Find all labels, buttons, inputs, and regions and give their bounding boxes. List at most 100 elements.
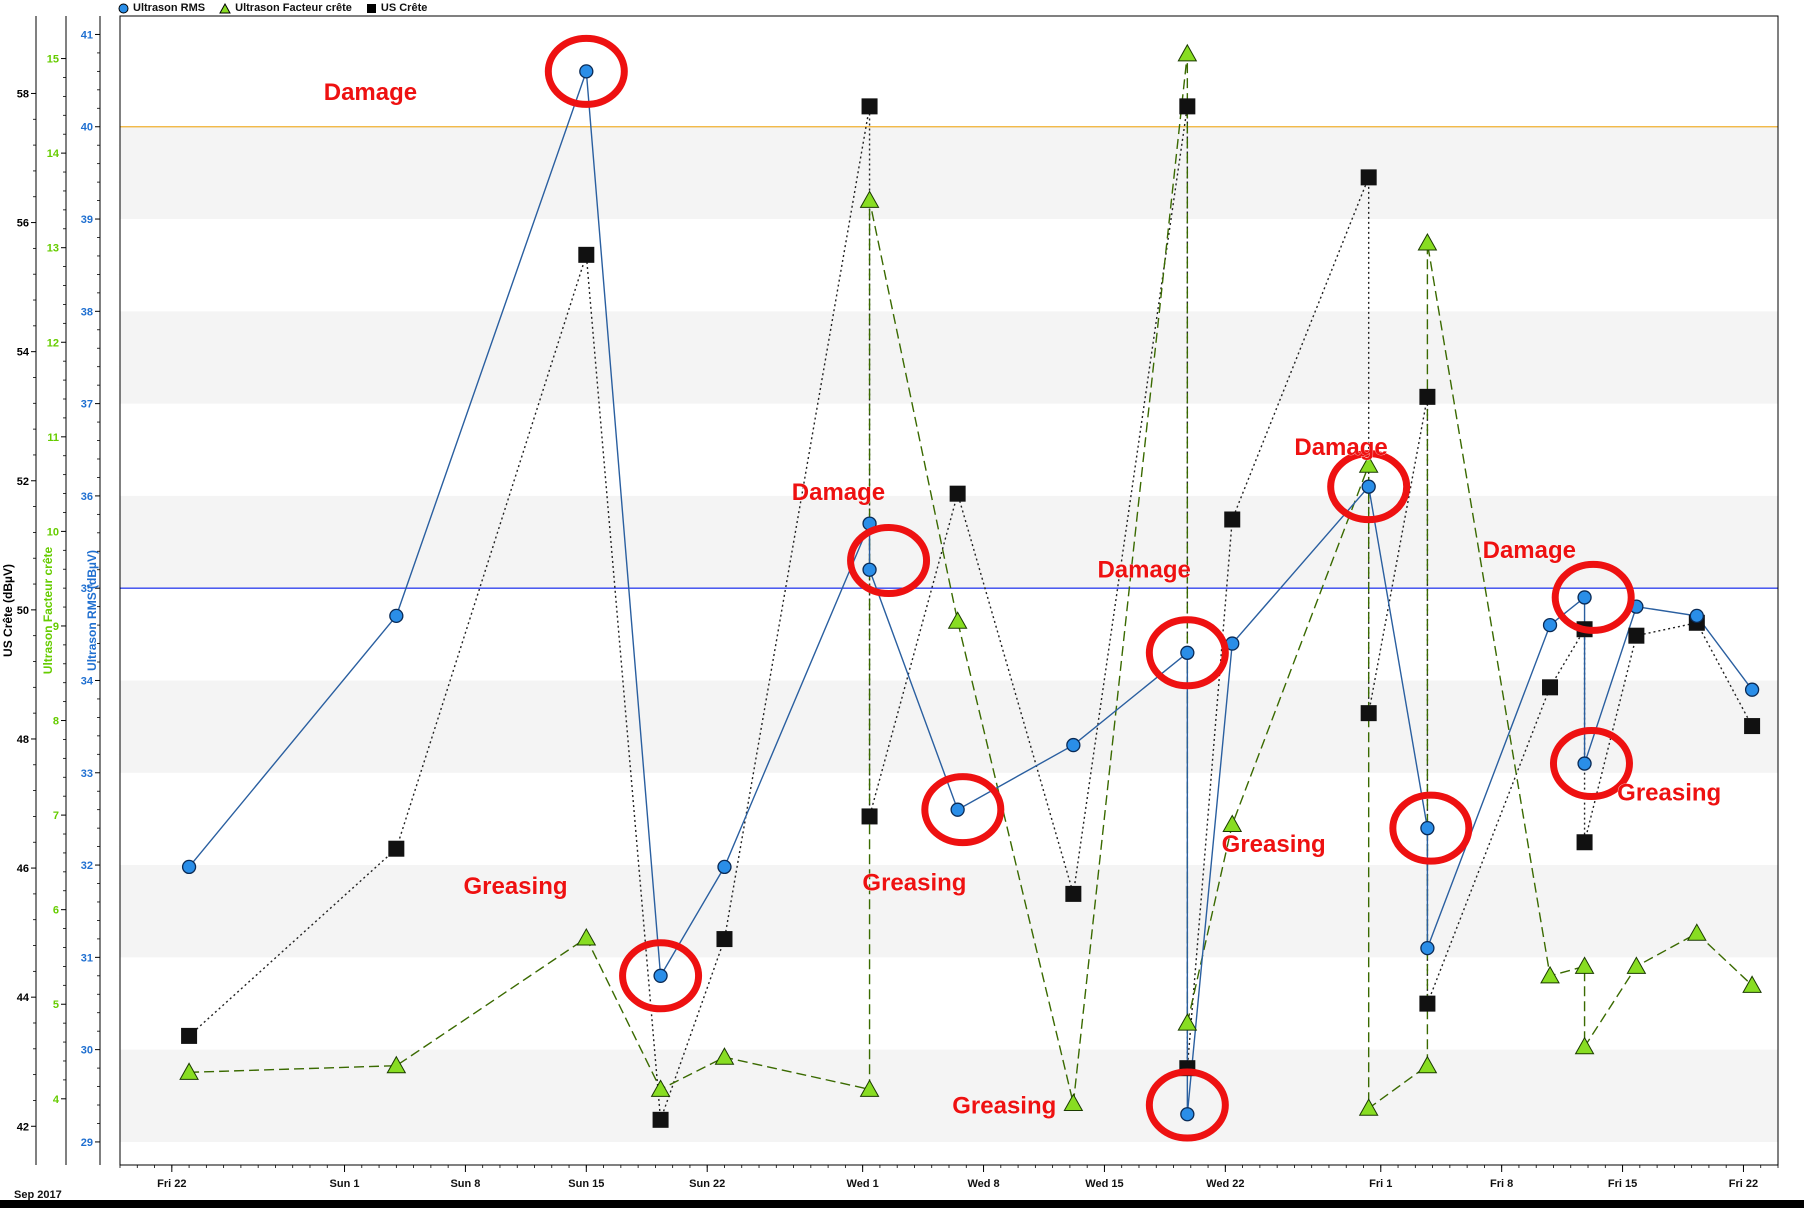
highlight-circle (1389, 791, 1473, 865)
x-tick-label: Sun 8 (450, 1178, 480, 1190)
facteur-point (1686, 923, 1707, 941)
y-tick-label-crete: 54 (17, 347, 30, 359)
highlight-circle (619, 939, 703, 1013)
crete-point (949, 485, 966, 502)
facteur-point (1626, 956, 1647, 974)
highlight-circles (544, 34, 1635, 1142)
crete-point (1179, 98, 1196, 115)
greasing-annotation: Greasing (952, 1092, 1056, 1119)
period-label: Sep 2017 (14, 1189, 62, 1201)
y-tick-label-rms: 39 (81, 214, 93, 226)
y-tick-label-crete: 52 (17, 476, 29, 488)
damage-annotation: Damage (1097, 557, 1190, 584)
crete-point (861, 98, 878, 115)
legend-label-rms: Ultrason RMS (133, 2, 206, 14)
rms-point (1577, 590, 1592, 605)
crete-point (1744, 718, 1761, 735)
y-tick-label-rms: 33 (81, 768, 93, 780)
greasing-annotation: Greasing (862, 870, 966, 897)
damage-annotation: Damage (1483, 537, 1576, 564)
facteur-point (1358, 1098, 1379, 1116)
crete-point (1360, 169, 1377, 186)
highlight-circle (921, 773, 1005, 847)
rms-point (181, 859, 197, 875)
series-layer (179, 43, 1762, 1128)
highlight-circle (544, 34, 628, 108)
y-axis-label-facteur: Ultrason Facteur crête (41, 546, 55, 674)
highlight-circle (1327, 450, 1411, 524)
rms-point (389, 608, 404, 624)
threshold-lines (120, 126, 1778, 589)
crete-point (388, 840, 405, 857)
facteur-point (859, 1079, 880, 1097)
legend-entry-facteur[interactable]: Ultrason Facteur crête (219, 2, 352, 14)
y-tick-label-rms: 34 (81, 675, 94, 687)
background-band (120, 680, 1778, 773)
y-tick-label-rms: 38 (81, 306, 93, 318)
highlight-circle (1145, 1068, 1229, 1142)
crete-point (1224, 511, 1241, 528)
legend-label-facteur: Ultrason Facteur crête (235, 2, 352, 14)
y-tick-label-rms: 40 (81, 122, 93, 134)
background-band (120, 865, 1778, 958)
legend-entry-crete[interactable]: US Crête (366, 2, 427, 14)
y-tick-label-facteur: 13 (47, 243, 59, 255)
y-tick-label-crete: 46 (17, 863, 29, 875)
facteur-point (1540, 965, 1560, 984)
y-tick-label-facteur: 5 (53, 999, 59, 1011)
x-tick-label: Fri 15 (1608, 1178, 1637, 1190)
facteur-point (179, 1062, 199, 1080)
x-tick-label: Fri 22 (157, 1178, 186, 1190)
facteur-point (576, 928, 597, 946)
series-line-2 (188, 106, 1753, 1121)
background-band (120, 1049, 1778, 1142)
rms-point (1420, 820, 1435, 836)
facteur-point (947, 611, 968, 629)
x-tick-label: Wed 22 (1206, 1178, 1244, 1190)
facteur-point (1358, 455, 1379, 473)
crete-point (1542, 679, 1559, 696)
facteur-point (1177, 43, 1198, 62)
highlight-circle (1145, 616, 1229, 690)
damage-annotation: Damage (1294, 434, 1387, 461)
rms-point (1180, 645, 1195, 660)
y-tick-label-crete: 58 (17, 88, 29, 100)
rms-point (1744, 682, 1760, 697)
y-tick-label-crete: 44 (17, 992, 30, 1004)
y-tick-label-rms: 29 (81, 1137, 93, 1149)
y-tick-label-rms: 37 (81, 399, 93, 411)
bottom-bar (0, 1200, 1804, 1208)
rms-point (862, 562, 877, 577)
rms-point (1180, 1107, 1195, 1122)
facteur-point (1063, 1093, 1084, 1112)
rms-point (950, 802, 965, 817)
highlight-circle (1551, 560, 1635, 634)
y-tick-label-crete: 48 (17, 734, 29, 746)
x-tick-label: Fri 8 (1490, 1178, 1513, 1190)
facteur-point (1177, 1013, 1198, 1031)
x-tick-label: Wed 1 (847, 1178, 879, 1190)
damage-annotation: Damage (324, 79, 417, 106)
y-tick-label-facteur: 12 (47, 337, 59, 349)
greasing-annotation: Greasing (1617, 779, 1721, 806)
y-tick-label-facteur: 15 (47, 54, 59, 66)
rms-point (1420, 940, 1435, 956)
facteur-point (386, 1055, 407, 1074)
rms-point (1689, 608, 1704, 624)
facteur-point (1574, 1036, 1595, 1055)
series-line-1 (189, 53, 1753, 1110)
highlight-circle (1549, 727, 1633, 801)
background-band (120, 495, 1778, 589)
y-tick-label-rms: 32 (81, 860, 93, 872)
crete-point (1360, 705, 1377, 722)
x-tick-label: Fri 22 (1729, 1178, 1758, 1190)
rms-point (1066, 737, 1081, 753)
greasing-annotation: Greasing (1222, 831, 1326, 858)
y-tick-label-crete: 42 (17, 1121, 29, 1133)
y-tick-label-rms: 35 (81, 583, 93, 595)
y-tick-label-facteur: 11 (47, 432, 59, 444)
legend-entry-rms[interactable]: Ultrason RMS (118, 2, 205, 14)
crete-point (1419, 995, 1436, 1012)
